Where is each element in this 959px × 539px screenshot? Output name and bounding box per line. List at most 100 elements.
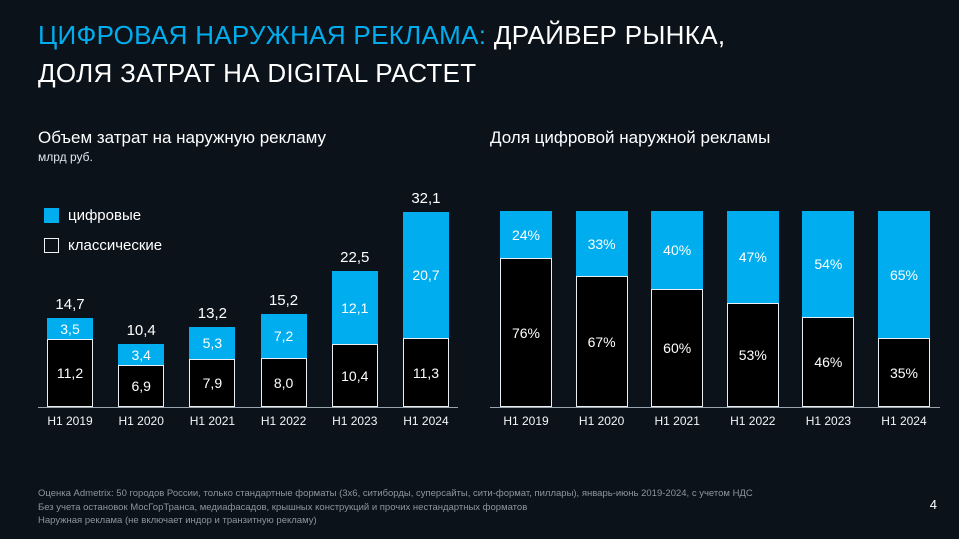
bar-total-label: 10,4 — [126, 322, 156, 339]
x-axis-label: H1 2019 — [503, 414, 549, 428]
bar-value-label: 67% — [587, 333, 616, 350]
classic-swatch-icon — [44, 238, 59, 253]
x-axis-label: H1 2023 — [332, 414, 378, 428]
x-axis-label: H1 2024 — [403, 414, 449, 428]
bar-value-label: 46% — [814, 354, 843, 370]
bar-value-label: 53% — [738, 347, 767, 363]
bar-value-label: 11,2 — [56, 365, 84, 381]
stacked-bar: 24% 76% — [500, 211, 552, 407]
stacked-bar: 33% 67% — [575, 211, 628, 407]
bar-segment-digital: 3,4 — [118, 344, 165, 365]
bar-value-label: 10,4 — [341, 367, 369, 384]
bar-segment-digital: 3,5 — [47, 318, 93, 339]
bar-segment-digital: 54% — [802, 211, 855, 317]
bar-value-label: 76% — [511, 324, 541, 341]
share-chart-plot: 24% 76% 33% 67% 40% 60% 47% 53% 54% 46% 65% 35% — [490, 186, 940, 408]
bar-group: 13,2 5,3 7,9 — [180, 305, 244, 407]
bar-total-label: 22,5 — [340, 249, 370, 266]
bar-group: 65% 35% — [868, 211, 940, 407]
bar-segment-digital: 20,7 — [402, 212, 449, 338]
stacked-bar: 47% 53% — [726, 211, 779, 407]
bar-segment-classic: 6,9 — [118, 365, 165, 407]
bar-value-label: 5,3 — [202, 335, 223, 351]
bar-value-label: 47% — [738, 249, 767, 265]
bar-group: 33% 67% — [566, 211, 638, 407]
legend-classic-label: классические — [68, 237, 163, 254]
bar-segment-digital: 7,2 — [260, 314, 307, 358]
bar-value-label: 35% — [889, 364, 918, 381]
volume-chart-x-axis: H1 2019 H1 2020 H1 2021 H1 2022 H1 2023 H1 20… — [38, 414, 458, 428]
bar-segment-classic: 46% — [802, 317, 855, 407]
bar-total-label: 14,7 — [55, 296, 85, 313]
bar-segment-digital: 47% — [726, 211, 779, 303]
legend-item-digital: цифровые — [44, 207, 162, 224]
bar-value-label: 3,4 — [131, 346, 151, 363]
bar-value-label: 6,9 — [131, 378, 151, 394]
title-line-2: ДОЛЯ ЗАТРАТ НА DIGITAL РАСТЕТ — [38, 58, 477, 88]
bar-value-label: 11,3 — [412, 364, 440, 381]
volume-chart-title: Объем затрат на наружную рекламу — [38, 128, 326, 147]
stacked-bar: 12,1 10,4 — [331, 271, 378, 407]
bar-total-label: 13,2 — [197, 305, 227, 322]
stacked-bar: 7,2 8,0 — [260, 314, 307, 407]
legend-digital-label: цифровые — [68, 207, 142, 224]
x-axis-label: H1 2020 — [118, 414, 164, 428]
bar-segment-digital: 12,1 — [331, 271, 378, 344]
title-rest: ДРАЙВЕР РЫНКА, — [486, 20, 726, 50]
stacked-bar: 3,5 11,2 — [47, 318, 93, 407]
bar-segment-classic: 11,2 — [47, 339, 93, 407]
volume-chart-subtitle: млрд руб. — [38, 150, 93, 164]
bar-segment-digital: 24% — [500, 211, 552, 258]
bar-segment-classic: 53% — [726, 303, 779, 407]
bar-total-label: 32,1 — [411, 190, 441, 207]
footnote-line: Оценка Admetrix: 50 городов России, толь… — [38, 488, 753, 499]
bar-segment-digital: 65% — [877, 211, 930, 338]
x-axis-label: H1 2021 — [189, 414, 236, 428]
bar-segment-digital: 33% — [575, 211, 628, 276]
stacked-bar: 65% 35% — [877, 211, 930, 407]
bar-group: 54% 46% — [792, 211, 864, 407]
bar-segment-classic: 11,3 — [402, 338, 449, 407]
title-highlight: ЦИФРОВАЯ НАРУЖНАЯ РЕКЛАМА: — [38, 20, 487, 50]
x-axis-label: H1 2020 — [578, 414, 625, 428]
stacked-bar: 54% 46% — [802, 211, 855, 407]
bar-segment-classic: 67% — [575, 276, 628, 407]
bar-value-label: 65% — [889, 266, 918, 283]
footnote-line: Без учета остановок МосГорТранса, медиаф… — [38, 501, 528, 513]
legend-item-classic: классические — [44, 237, 162, 254]
bar-group: 32,1 20,7 11,3 — [394, 190, 458, 407]
footnote-line: Наружная реклама (не включает индор и тр… — [38, 515, 317, 526]
bar-group: 22,5 12,1 10,4 — [323, 249, 387, 407]
bar-segment-classic: 76% — [500, 258, 552, 407]
stacked-bar: 20,7 11,3 — [402, 212, 449, 407]
bar-segment-digital: 40% — [651, 211, 704, 289]
bar-value-label: 33% — [587, 235, 616, 252]
bar-segment-classic: 7,9 — [189, 359, 236, 407]
x-axis-label: H1 2019 — [47, 414, 93, 428]
bar-group: 47% 53% — [717, 211, 789, 407]
bar-value-label: 7,2 — [273, 328, 294, 344]
footnotes: Оценка Admetrix: 50 городов России, толь… — [38, 487, 753, 528]
bar-value-label: 8,0 — [273, 374, 294, 391]
x-axis-label: H1 2022 — [730, 414, 776, 428]
x-axis-label: H1 2022 — [260, 414, 307, 428]
bar-group: 10,4 3,4 6,9 — [109, 322, 173, 407]
x-axis-label: H1 2023 — [805, 414, 852, 428]
volume-chart-plot: 14,7 3,5 11,2 10,4 3,4 6,9 13,2 5,3 7,9 15,2 7,2 8,… — [38, 186, 458, 408]
bar-value-label: 3,5 — [60, 320, 80, 337]
stacked-bar: 3,4 6,9 — [118, 344, 165, 407]
stacked-bar: 5,3 7,9 — [189, 327, 236, 407]
bar-segment-classic: 10,4 — [331, 344, 378, 407]
share-chart-x-axis: H1 2019 H1 2020 H1 2021 H1 2022 H1 2023 H1 20… — [490, 414, 940, 428]
bar-segment-digital: 5,3 — [189, 327, 236, 359]
bar-segment-classic: 8,0 — [260, 358, 307, 407]
title-line-1: ЦИФРОВАЯ НАРУЖНАЯ РЕКЛАМА: ДРАЙВЕР РЫНКА… — [38, 16, 725, 54]
bar-value-label: 7,9 — [202, 375, 223, 391]
stacked-bar: 40% 60% — [651, 211, 704, 407]
bar-value-label: 12,1 — [341, 299, 369, 316]
bar-value-label: 54% — [814, 256, 843, 272]
bar-group: 24% 76% — [490, 211, 562, 407]
bar-group: 14,7 3,5 11,2 — [38, 296, 102, 407]
bar-segment-classic: 60% — [651, 289, 704, 407]
